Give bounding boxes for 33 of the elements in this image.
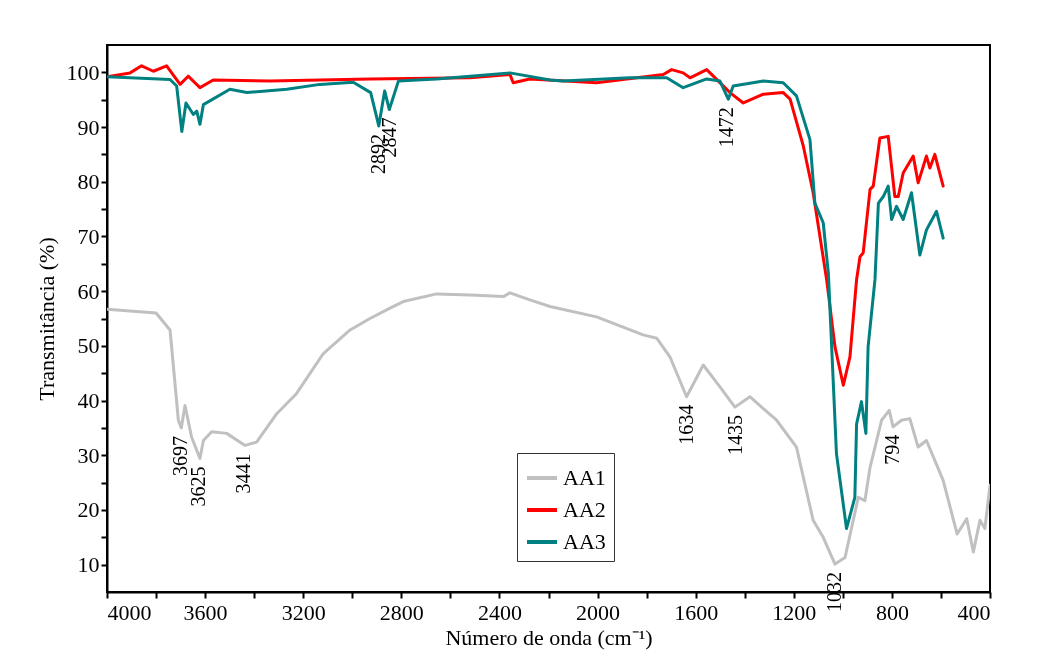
annotation: 1435 [724, 415, 747, 456]
x-tick-label: 3600 [183, 599, 228, 625]
y-tick-label: 20 [77, 497, 100, 523]
annotation: 3441 [232, 453, 255, 494]
x-tick-label: 800 [875, 599, 909, 625]
x-tick-label: 3200 [281, 599, 326, 625]
legend-label: AA1 [563, 465, 606, 490]
y-tick-label: 10 [77, 552, 100, 578]
x-tick-label: 2400 [477, 599, 522, 625]
line-series [107, 71, 945, 531]
x-tick-label: 400 [957, 599, 991, 625]
annotation: 1032 [822, 572, 845, 613]
x-tick-label: 1200 [772, 599, 817, 625]
x-axis-title: Número de onda (cm⁻¹) [445, 624, 653, 650]
legend-label: AA2 [563, 497, 606, 522]
y-tick-label: 90 [77, 114, 100, 140]
x-tick-label: 2800 [379, 599, 424, 625]
y-tick-label: 80 [77, 169, 100, 195]
legend-label: AA3 [563, 529, 606, 554]
y-tick-label: 50 [77, 333, 100, 359]
annotation: 794 [881, 434, 904, 465]
y-tick-label: 60 [77, 278, 100, 304]
x-tick-label: 4000 [107, 599, 152, 625]
line-series [107, 291, 990, 566]
y-tick-label: 30 [77, 442, 100, 468]
annotation: 1472 [715, 107, 738, 148]
y-tick-label: 40 [77, 388, 100, 414]
y-tick-label: 100 [66, 59, 100, 85]
x-tick-label: 2000 [576, 599, 621, 625]
y-axis-title: Transmitância (%) [33, 237, 59, 401]
annotation: 1634 [675, 404, 698, 445]
y-tick-label: 70 [77, 223, 100, 249]
x-tick-label: 1600 [674, 599, 719, 625]
